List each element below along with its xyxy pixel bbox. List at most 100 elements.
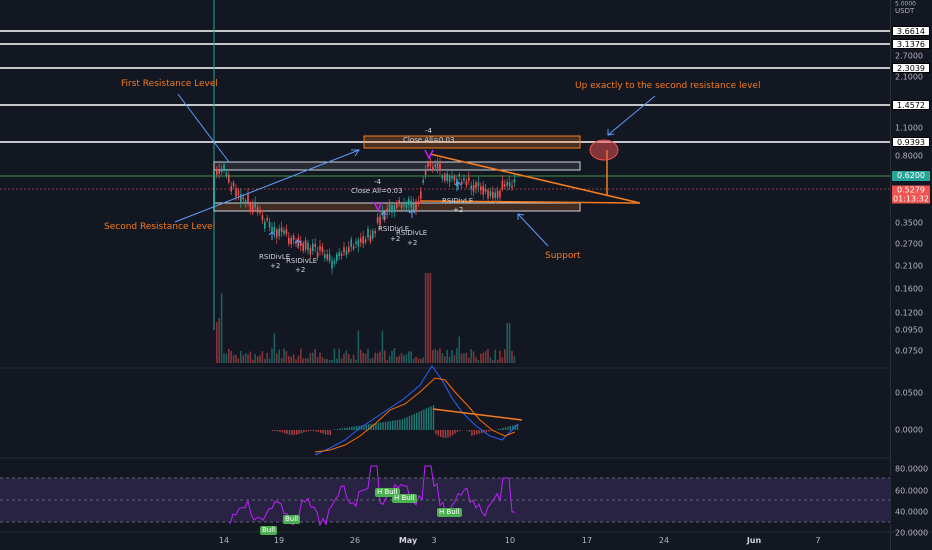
volume-bar	[218, 318, 220, 363]
macd-histogram-bar	[399, 419, 401, 430]
candle-body	[384, 216, 386, 220]
support-annotation[interactable]: Support	[545, 251, 581, 261]
macd-histogram-bar	[276, 430, 279, 432]
time-label: May	[398, 536, 418, 545]
volume-bar	[487, 348, 489, 363]
volume-bar	[489, 357, 492, 363]
volume-bar	[446, 349, 448, 363]
candle-body	[232, 182, 235, 187]
macd-histogram-bar	[442, 430, 444, 438]
macd-histogram-bar	[353, 426, 355, 430]
up-exactly-annotation[interactable]: Up exactly to the second resistance leve…	[575, 81, 761, 91]
target-circle[interactable]	[589, 139, 619, 161]
candle-body	[388, 204, 391, 212]
candle-body	[290, 238, 292, 245]
candle-body	[355, 241, 357, 244]
candle-body	[345, 250, 348, 255]
macd-histogram-bar	[471, 430, 473, 436]
macd-histogram-bar	[480, 430, 483, 434]
volume-bar	[261, 351, 264, 363]
volume-bar	[360, 349, 362, 363]
macd-histogram-bar	[401, 419, 403, 430]
macd-histogram-bar	[363, 425, 365, 430]
macd-histogram-bar	[272, 430, 274, 432]
macd-divergence-line[interactable]	[432, 408, 523, 421]
time-label: 26	[349, 536, 361, 545]
volume-bar	[216, 322, 218, 363]
resistance-zone-top[interactable]	[363, 135, 581, 149]
candle-body	[417, 201, 420, 204]
rsi-bull-tag: Bull	[260, 526, 278, 535]
candle-body	[350, 239, 352, 247]
macd-histogram-bar	[346, 427, 348, 430]
currency-label: USDT	[895, 7, 915, 15]
volume-bar	[278, 349, 280, 363]
candle-body	[266, 217, 268, 221]
candle-body	[302, 243, 304, 251]
macd-histogram-bar	[356, 426, 358, 430]
first-resistance-annotation[interactable]: First Resistance Level	[121, 79, 218, 89]
price-tick: 0.0950	[895, 325, 923, 335]
rsi-line[interactable]	[229, 465, 516, 527]
volume-bar	[220, 293, 223, 363]
candle-body	[312, 243, 314, 251]
signal-label: RSIDivLE	[259, 253, 291, 261]
macd-histogram-bar	[420, 410, 423, 430]
volume-bar	[247, 354, 249, 363]
rsi-hidden-bull-tag: H Bull	[375, 488, 400, 497]
macd-line[interactable]	[314, 365, 519, 456]
volume-bar	[444, 356, 446, 363]
second-resistance-annotation[interactable]: Second Resistance Level	[104, 222, 216, 232]
macd-histogram-bar	[432, 405, 435, 430]
annotation-arrows[interactable]	[174, 93, 656, 247]
volume-bar	[319, 352, 321, 363]
price-tick: 0.2100	[895, 261, 923, 271]
rsi-tick: 20.0000	[895, 528, 929, 538]
resistance-zone-middle[interactable]	[213, 161, 581, 171]
volume-bar	[372, 357, 374, 363]
macd-signal-line[interactable]	[314, 377, 516, 453]
candle-body	[252, 204, 254, 213]
candle-body	[264, 221, 266, 229]
volume-bar	[475, 357, 477, 363]
volume-bar	[417, 358, 420, 363]
signal-label: Close All=0.03	[351, 187, 403, 195]
macd-histogram-bar	[437, 430, 439, 436]
macd-histogram-bar	[360, 425, 363, 430]
candle-body	[463, 178, 465, 181]
volume-bar	[482, 352, 484, 363]
rsi-tick: 80.0000	[895, 464, 929, 474]
volume-bar	[273, 333, 276, 363]
candle-body	[336, 254, 338, 261]
macd-histogram-bar	[351, 426, 353, 430]
rsi-bull-tag: Bull	[283, 515, 301, 524]
volume-bar	[501, 357, 504, 363]
time-label: 24	[658, 536, 670, 545]
candle-body	[326, 254, 328, 260]
volume-bar	[391, 350, 393, 363]
candle-body	[220, 168, 223, 173]
volume-bar	[343, 353, 345, 363]
price-axis[interactable]	[890, 0, 932, 550]
candle-body	[372, 230, 374, 239]
horizontal-levels[interactable]	[0, 30, 890, 143]
volume-bar	[429, 273, 432, 363]
volume-bar	[432, 350, 434, 363]
candle-body	[244, 200, 247, 205]
candle-body	[398, 200, 400, 204]
candle-body	[283, 230, 285, 234]
volume-bar	[388, 355, 391, 363]
volume-bar	[511, 350, 513, 363]
macd-histogram-bar	[435, 430, 437, 435]
candlestick-series[interactable]	[213, 157, 516, 275]
macd-histogram-bar	[423, 409, 425, 430]
volume-bar	[264, 359, 266, 363]
signal-label: RSIDivLE	[396, 229, 428, 237]
volume-series[interactable]	[216, 273, 516, 363]
volume-bar	[504, 349, 506, 363]
candle-body	[235, 188, 237, 197]
candle-body	[475, 182, 477, 189]
macd-histogram-bar	[368, 424, 370, 430]
candle-body	[369, 235, 372, 242]
